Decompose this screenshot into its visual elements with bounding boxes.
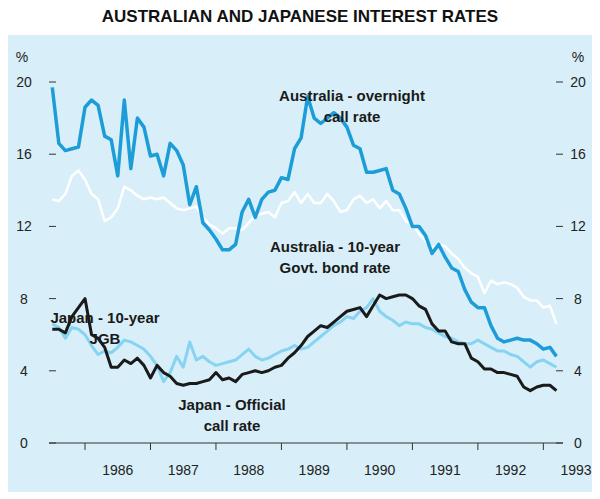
y-tick [556,226,563,227]
y-tick [556,154,563,155]
series-label: Australia - 10-year Govt. bond rate [270,238,400,276]
y-tick [49,82,56,83]
x-tick [477,443,478,450]
series-label-line: JGB [90,330,121,347]
chart: AUSTRALIAN AND JAPANESE INTEREST RATES%%… [0,0,600,499]
series-label: Australia - overnight call rate [279,87,425,125]
series-label-line: Japan - Official [178,396,286,413]
x-tick-label: 1989 [299,462,330,478]
y-tick-label: 16 [570,146,586,162]
series-label-line: Australia - 10-year [270,238,400,255]
x-tick-label: 1992 [495,462,526,478]
series-group [52,87,556,390]
x-tick [543,443,544,450]
y-tick-label: 0 [20,435,28,451]
series-label-line: Australia - overnight [279,87,425,104]
series-label-line: call rate [204,417,261,434]
y-tick-label: 8 [574,291,582,307]
x-tick-label: 1987 [168,462,199,478]
y-tick [556,370,563,371]
x-tick-label: 1988 [233,462,264,478]
x-tick [412,443,413,450]
y-tick [49,298,56,299]
x-tick-label: 1993 [561,462,592,478]
series-label-line: call rate [324,108,381,125]
y-tick-label: 4 [574,363,582,379]
y-unit-label: % [16,49,28,65]
y-tick-label: 16 [16,146,32,162]
y-unit-label: % [572,49,584,65]
series-label-line: Japan - 10-year [50,309,159,326]
x-tick [150,443,151,450]
y-tick-label: 12 [570,218,586,234]
x-tick-label: 1990 [364,462,395,478]
panel [8,35,592,492]
y-tick [49,154,56,155]
y-tick [49,370,56,371]
y-tick-label: 12 [16,218,32,234]
y-tick-label: 20 [570,74,586,90]
x-tick-label: 1986 [102,462,133,478]
x-tick-label: 1991 [430,462,461,478]
title: AUSTRALIAN AND JAPANESE INTEREST RATES [102,7,498,26]
x-tick [85,443,86,450]
series-label-line: Govt. bond rate [280,259,391,276]
x-tick [281,443,282,450]
series-label: Japan - Official call rate [178,396,286,434]
y-tick [556,82,563,83]
y-tick-label: 20 [16,74,32,90]
series-label: Japan - 10-year JGB [50,309,159,347]
y-tick [49,226,56,227]
y-tick-label: 4 [20,363,28,379]
x-tick [346,443,347,450]
y-tick-label: 8 [20,291,28,307]
series-line [52,170,556,323]
y-tick [556,298,563,299]
y-tick-label: 0 [574,435,582,451]
x-axis-line [49,443,563,444]
x-tick [215,443,216,450]
